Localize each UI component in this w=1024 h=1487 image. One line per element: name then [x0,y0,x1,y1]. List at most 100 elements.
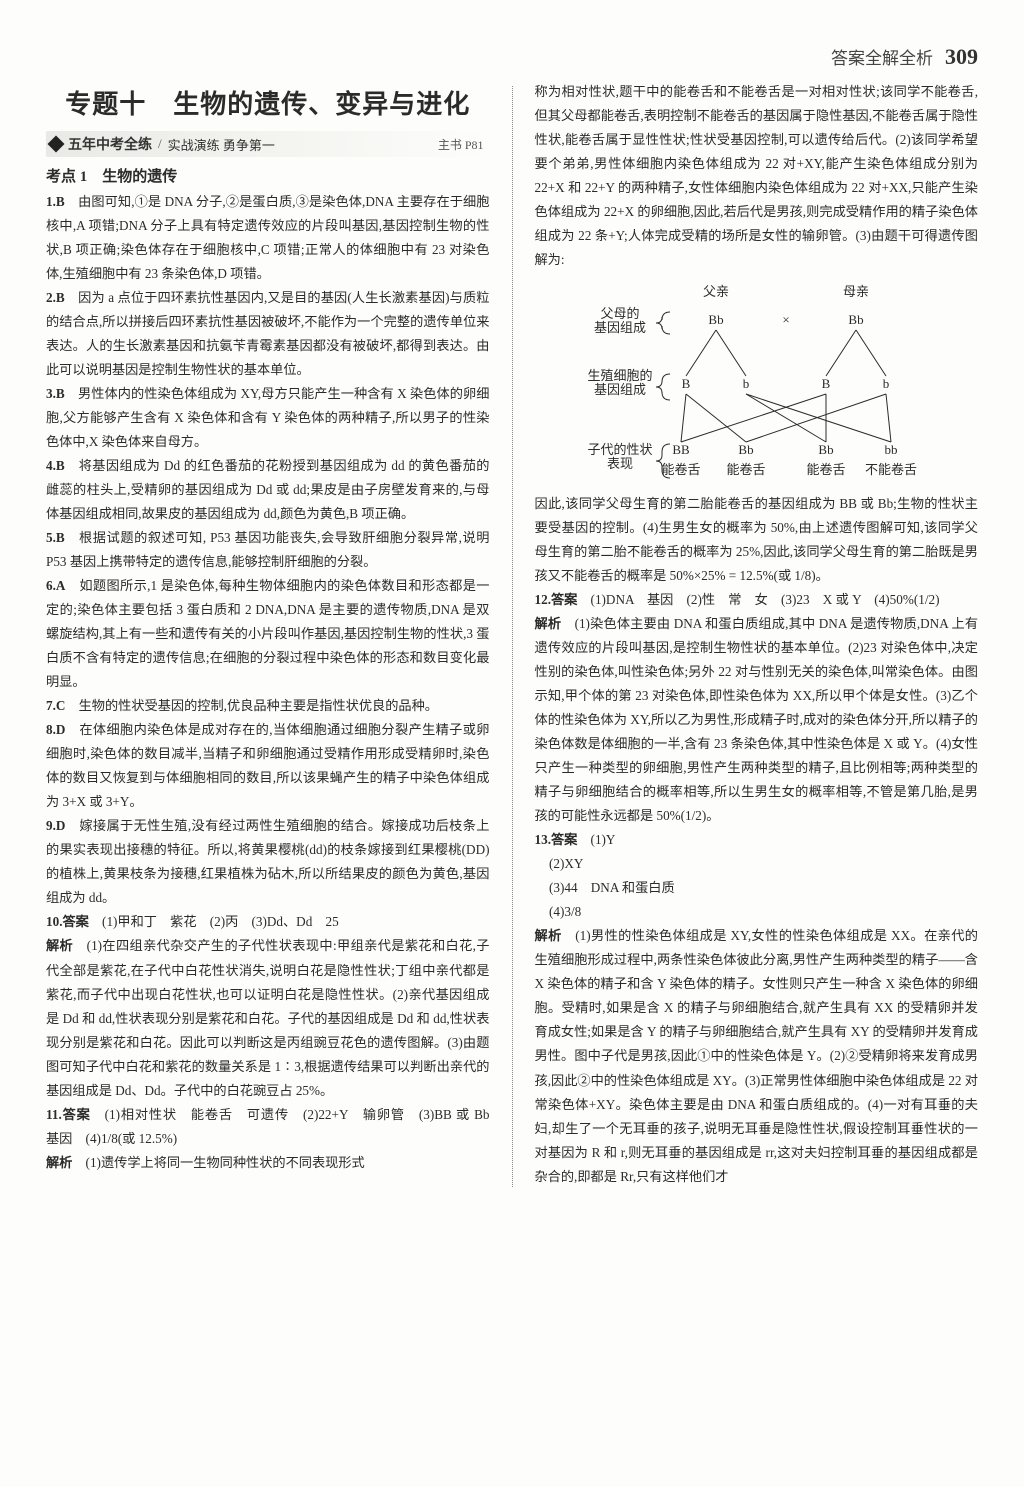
svg-text:×: × [783,312,790,327]
item-head: 4.B [46,458,65,473]
item-text: (1)相对性状 能卷舌 可遗传 (2)22+Y 输卵管 (3)BB 或 Bb 基… [46,1107,503,1146]
svg-text:能卷舌: 能卷舌 [727,462,766,477]
section-slash: / [158,136,162,152]
item-head: 7.C [46,698,65,713]
answer-item: (2)XY [535,852,979,876]
item-text: 根据试题的叙述可知, P53 基因功能丧失,会导致肝细胞分裂异常,说明 P53 … [46,530,490,569]
two-column-layout: 专题十 生物的遗传、变异与进化 五年中考全练 / 实战演练 勇争第一 主书 P8… [46,80,978,1189]
item-text: 由图可知,①是 DNA 分子,②是蛋白质,③是染色体,DNA 主要存在于细胞核中… [46,194,490,281]
page-number: 309 [945,44,978,70]
lozenge-icon [48,136,65,153]
section-page-ref: 主书 P81 [438,136,484,153]
answer-item: 4.B 将基因组成为 Dd 的红色番茄的花粉授到基因组成为 dd 的黄色番茄的雌… [46,454,490,526]
item-text: 在体细胞内染色体是成对存在的,当体细胞通过细胞分裂产生精子或卵细胞时,染色体的数… [46,722,490,809]
genetics-diagram: 父亲母亲Bb×BbBbBbBBBbBbbb能卷舌能卷舌能卷舌不能卷舌父母的基因组… [535,278,979,488]
answer-item: 解析 (1)在四组亲代杂交产生的子代性状表现中:甲组亲代是紫花和白花,子代全部是… [46,934,490,1102]
svg-text:B: B [682,376,691,391]
item-head: 解析 [535,928,562,943]
item-head: 13.答案 [535,832,578,847]
answer-item: 解析 (1)遗传学上将同一生物同种性状的不同表现形式 [46,1151,490,1175]
answer-item: 8.D 在体细胞内染色体是成对存在的,当体细胞通过细胞分裂产生精子或卵细胞时,染… [46,718,490,814]
item-head: 11.答案 [46,1107,91,1122]
answer-item: 1.B 由图可知,①是 DNA 分子,②是蛋白质,③是染色体,DNA 主要存在于… [46,190,490,286]
item-text: (4)3/8 [549,904,581,919]
right-para-1: 称为相对性状,题干中的能卷舌和不能卷舌是一对相对性状;该同学不能卷舌,但其父母都… [535,80,979,272]
svg-text:BB: BB [673,442,691,457]
topic-title: 专题十 生物的遗传、变异与进化 [46,84,490,121]
left-column: 专题十 生物的遗传、变异与进化 五年中考全练 / 实战演练 勇争第一 主书 P8… [46,80,490,1189]
svg-text:能卷舌: 能卷舌 [662,462,701,477]
answer-item: (4)3/8 [535,900,979,924]
column-divider [512,86,513,1187]
svg-text:不能卷舌: 不能卷舌 [865,462,917,477]
item-head: 3.B [46,386,65,401]
svg-text:父母的: 父母的 [601,306,640,321]
item-head: 2.B [46,290,65,305]
svg-text:Bb: Bb [709,312,724,327]
item-text: (1)甲和丁 紫花 (2)丙 (3)Dd、Dd 25 [89,914,339,929]
item-text: 如题图所示,1 是染色体,每种生物体细胞内的染色体数目和形态都是一定的;染色体主… [46,578,490,689]
item-head: 解析 [46,1155,72,1170]
left-body: 1.B 由图可知,①是 DNA 分子,②是蛋白质,③是染色体,DNA 主要存在于… [46,190,490,1175]
header-label: 答案全解全析 [831,44,933,69]
answer-item: 10.答案 (1)甲和丁 紫花 (2)丙 (3)Dd、Dd 25 [46,910,490,934]
item-text: (2)XY [549,856,583,871]
item-head: 解析 [535,616,562,631]
item-text: 将基因组成为 Dd 的红色番茄的花粉授到基因组成为 dd 的黄色番茄的雌蕊的柱头… [46,458,490,521]
right-para-2: 因此,该同学父母生育的第二胎能卷舌的基因组成为 BB 或 Bb;生物的性状主要受… [535,492,979,588]
item-head: 6.A [46,578,65,593]
item-text: 男性体内的性染色体组成为 XY,母方只能产生一种含有 X 染色体的卵细胞,父方能… [46,386,490,449]
item-text: (1)DNA 基因 (2)性 常 女 (3)23 X 或 Y (4)50%(1/… [577,592,939,607]
answer-item: 5.B 根据试题的叙述可知, P53 基因功能丧失,会导致肝细胞分裂异常,说明 … [46,526,490,574]
item-text: (1)Y [577,832,615,847]
svg-text:子代的性状: 子代的性状 [588,442,653,457]
item-text: 嫁接属于无性生殖,没有经过两性生殖细胞的结合。嫁接成功后枝条上的果实表现出接穗的… [46,818,490,905]
answer-item: 2.B 因为 a 点位于四环素抗性基因内,又是目的基因(人生长激素基因)与质粒的… [46,286,490,382]
svg-text:bb: bb [885,442,898,457]
svg-text:B: B [822,376,831,391]
svg-text:b: b [743,376,750,391]
svg-text:母亲: 母亲 [843,284,869,299]
svg-text:Bb: Bb [739,442,754,457]
svg-text:Bb: Bb [849,312,864,327]
answer-item: 11.答案 (1)相对性状 能卷舌 可遗传 (2)22+Y 输卵管 (3)BB … [46,1103,490,1151]
svg-text:基因组成: 基因组成 [594,320,646,335]
item-text: (1)在四组亲代杂交产生的子代性状表现中:甲组亲代是紫花和白花,子代全部是紫花,… [46,938,490,1097]
svg-text:Bb: Bb [819,442,834,457]
svg-text:表现: 表现 [607,456,633,471]
right-body: 称为相对性状,题干中的能卷舌和不能卷舌是一对相对性状;该同学不能卷舌,但其父母都… [535,80,979,1189]
answer-item: (3)44 DNA 和蛋白质 [535,876,979,900]
item-head: 9.D [46,818,65,833]
answer-item: 6.A 如题图所示,1 是染色体,每种生物体细胞内的染色体数目和形态都是一定的;… [46,574,490,694]
answer-item: 9.D 嫁接属于无性生殖,没有经过两性生殖细胞的结合。嫁接成功后枝条上的果实表现… [46,814,490,910]
item-text: (3)44 DNA 和蛋白质 [549,880,675,895]
svg-text:b: b [883,376,890,391]
section-bar: 五年中考全练 / 实战演练 勇争第一 主书 P81 [46,131,490,157]
page-header: 答案全解全析 309 [46,44,978,70]
item-text: (1)遗传学上将同一生物同种性状的不同表现形式 [72,1155,364,1170]
section-sub-label: 实战演练 勇争第一 [168,135,275,154]
item-head: 12.答案 [535,592,578,607]
item-head: 解析 [46,938,73,953]
svg-text:生殖细胞的: 生殖细胞的 [588,368,653,383]
svg-text:基因组成: 基因组成 [594,382,646,397]
svg-text:能卷舌: 能卷舌 [807,462,846,477]
right-column: 称为相对性状,题干中的能卷舌和不能卷舌是一对相对性状;该同学不能卷舌,但其父母都… [535,80,979,1189]
answer-item: 解析 (1)染色体主要由 DNA 和蛋白质组成,其中 DNA 是遗传物质,DNA… [535,612,979,828]
answer-item: 解析 (1)男性的性染色体组成是 XY,女性的性染色体组成是 XX。在亲代的生殖… [535,924,979,1188]
item-head: 5.B [46,530,65,545]
svg-text:父亲: 父亲 [703,284,729,299]
answer-item: 13.答案 (1)Y [535,828,979,852]
item-head: 1.B [46,194,65,209]
item-head: 8.D [46,722,65,737]
answer-item: 3.B 男性体内的性染色体组成为 XY,母方只能产生一种含有 X 染色体的卵细胞… [46,382,490,454]
section-main-label: 五年中考全练 [68,134,152,154]
exam-point-heading: 考点 1 生物的遗传 [46,165,490,186]
answer-item: 12.答案 (1)DNA 基因 (2)性 常 女 (3)23 X 或 Y (4)… [535,588,979,612]
item-text: (1)男性的性染色体组成是 XY,女性的性染色体组成是 XX。在亲代的生殖细胞形… [535,928,979,1183]
page: 答案全解全析 309 专题十 生物的遗传、变异与进化 五年中考全练 / 实战演练… [0,0,1024,1487]
item-text: (1)染色体主要由 DNA 和蛋白质组成,其中 DNA 是遗传物质,DNA 上有… [535,616,979,823]
item-text: 因为 a 点位于四环素抗性基因内,又是目的基因(人生长激素基因)与质粒的结合点,… [46,290,490,377]
answer-item: 7.C 生物的性状受基因的控制,优良品种主要是指性状优良的品种。 [46,694,490,718]
genetics-diagram-svg: 父亲母亲Bb×BbBbBbBBBbBbbb能卷舌能卷舌能卷舌不能卷舌父母的基因组… [576,278,936,488]
